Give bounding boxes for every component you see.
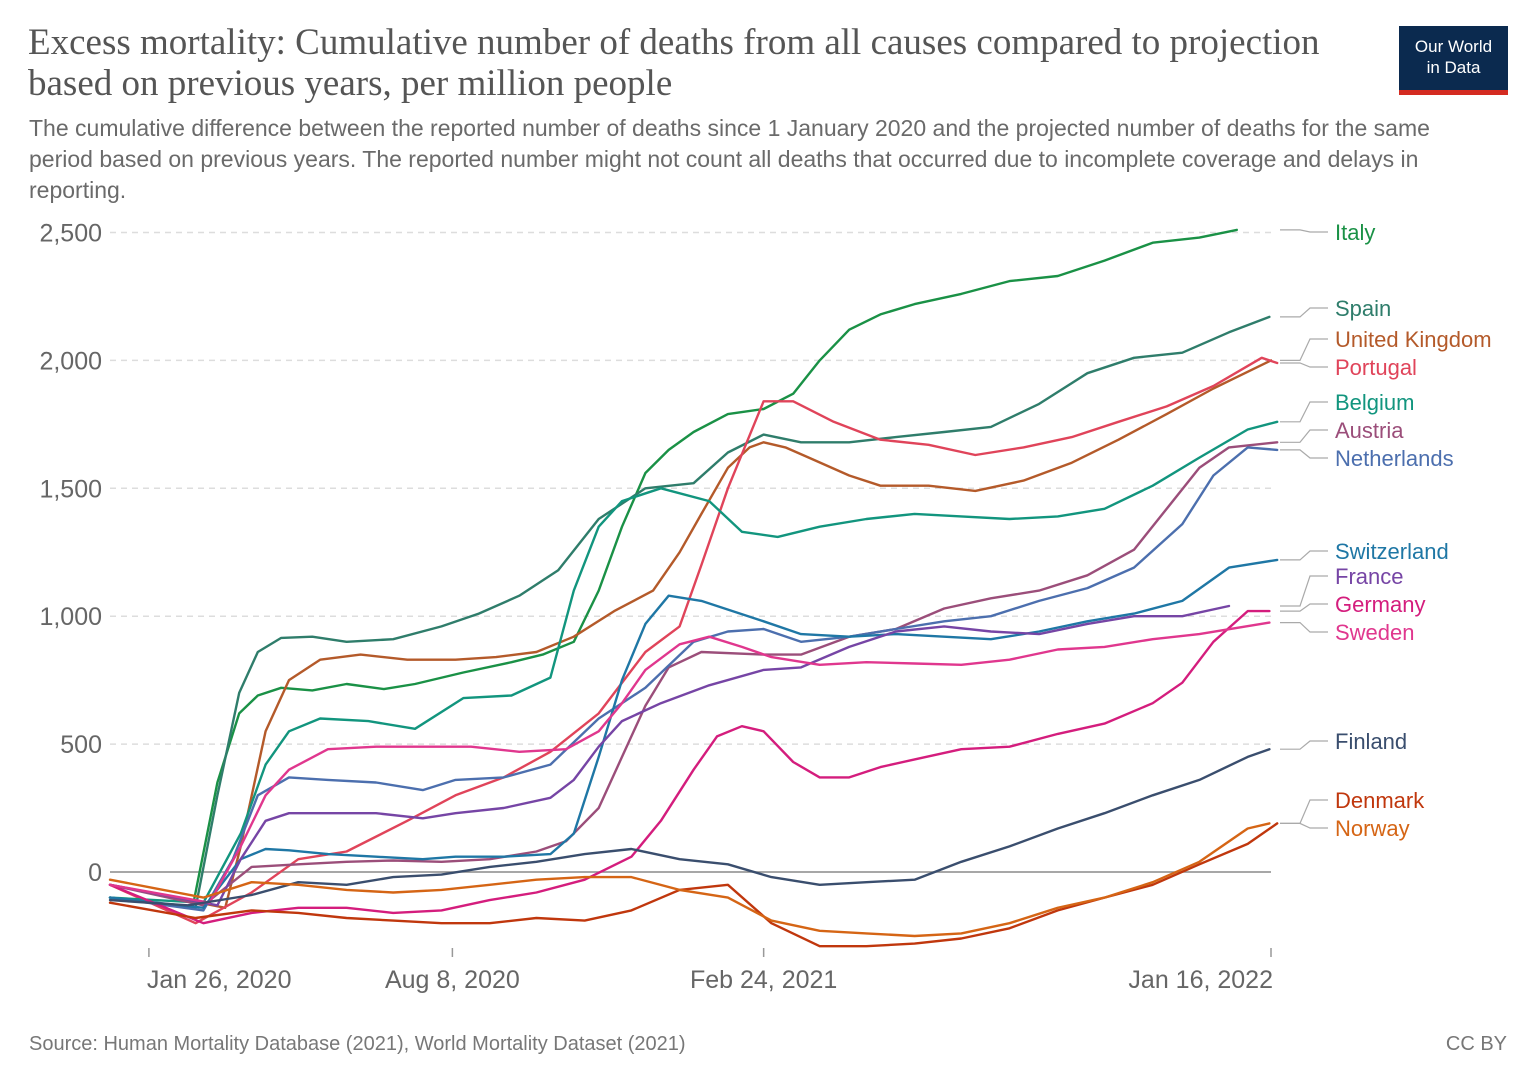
- line-chart: 0 500 1,000 1,500 2,000 2,500 Jan 26, 2020 Aug …: [39, 220, 1492, 995]
- x-tick-label: Feb 24, 2021: [690, 966, 837, 994]
- label-connector: [1280, 229, 1328, 233]
- x-tick-label: Aug 8, 2020: [385, 966, 520, 994]
- series-label: France: [1335, 564, 1403, 589]
- y-tick-label: 0: [88, 859, 102, 887]
- y-tick-label: 2,500: [39, 220, 102, 248]
- label-connector: [1280, 822, 1328, 829]
- y-tick-label: 500: [60, 731, 102, 759]
- series-line: [108, 609, 1271, 925]
- series-label: Switzerland: [1335, 539, 1449, 564]
- chart-title: Excess mortality: Cumulative number of d…: [28, 22, 1320, 104]
- label-connector: [1280, 449, 1328, 459]
- series-label: Italy: [1335, 220, 1375, 245]
- series-line: [108, 228, 1238, 909]
- series-label: Austria: [1335, 418, 1404, 443]
- chart-subtitle: The cumulative difference between the re…: [29, 115, 1430, 203]
- series-line: [108, 441, 1279, 907]
- label-connector: [1280, 338, 1328, 361]
- series-label: Finland: [1335, 729, 1407, 754]
- series-label: Sweden: [1335, 620, 1415, 645]
- label-connector: [1280, 622, 1328, 633]
- y-tick-label: 1,000: [39, 603, 102, 631]
- x-tick-label: Jan 26, 2020: [147, 966, 292, 994]
- series-line: [108, 446, 1279, 912]
- label-connector: [1280, 740, 1328, 750]
- series-line: [108, 420, 1279, 904]
- series-line: [108, 558, 1279, 909]
- logo-line-1: Our World: [1414, 37, 1493, 56]
- series-line: [108, 356, 1279, 925]
- label-connector: [1280, 429, 1328, 443]
- series-label: Belgium: [1335, 390, 1414, 415]
- series-line: [108, 604, 1231, 907]
- series-label: United Kingdom: [1335, 327, 1492, 352]
- series-label: Spain: [1335, 296, 1391, 321]
- license-label[interactable]: CC BY: [1445, 1033, 1507, 1055]
- y-tick-label: 1,500: [39, 475, 102, 503]
- series-label: Germany: [1335, 592, 1425, 617]
- source-note: Source: Human Mortality Database (2021),…: [29, 1033, 686, 1055]
- label-connector: [1280, 401, 1328, 423]
- series-label: Denmark: [1335, 788, 1425, 813]
- series-label: Netherlands: [1335, 446, 1454, 471]
- label-connector: [1280, 603, 1328, 612]
- label-connector: [1280, 307, 1328, 318]
- label-connector: [1280, 799, 1328, 824]
- x-tick-label: Jan 16, 2022: [1128, 966, 1273, 994]
- series-line: [108, 748, 1271, 907]
- series-line: [108, 822, 1271, 938]
- series-label: Portugal: [1335, 355, 1417, 380]
- label-connector: [1280, 575, 1328, 607]
- y-tick-label: 2,000: [39, 347, 102, 375]
- series-line: [108, 315, 1271, 909]
- series-line: [108, 621, 1271, 904]
- logo-line-2: in Data: [1426, 58, 1481, 77]
- series-line: [108, 359, 1273, 909]
- owid-logo[interactable]: Our World in Data: [1399, 26, 1508, 95]
- label-connector: [1280, 362, 1328, 368]
- label-connector: [1280, 550, 1328, 561]
- series-label: Norway: [1335, 816, 1410, 841]
